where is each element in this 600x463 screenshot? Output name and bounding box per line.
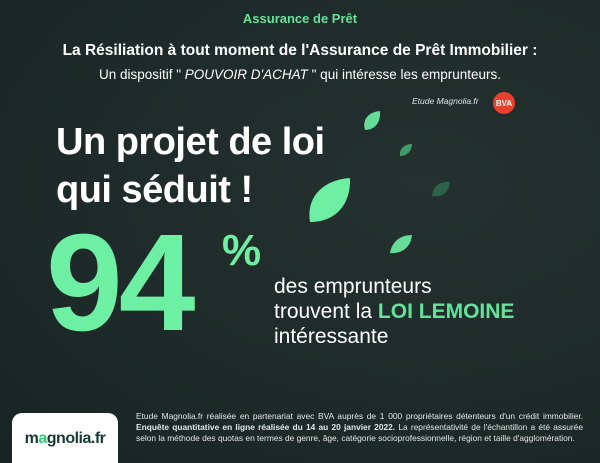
stat-unit: % — [222, 226, 262, 275]
stat-line-1: des emprunteurs — [274, 275, 432, 298]
stat-line-2: trouvent la LOI LEMOINE — [274, 299, 514, 324]
magnolia-logo[interactable]: magnolia.fr — [25, 430, 106, 448]
headline: La Résiliation à tout moment de l'Assura… — [62, 42, 538, 59]
leaf-icon — [399, 144, 412, 156]
stat-description: des emprunteurs trouvent la LOI LEMOINE … — [274, 274, 514, 349]
claim-line-2: qui séduit ! — [56, 169, 253, 211]
methodology-footnote: Etude Magnolia.fr réalisée en partenaria… — [136, 411, 583, 445]
leaf-icon — [364, 111, 381, 130]
footnote-part-1: Etude Magnolia.fr réalisée en partenaria… — [136, 411, 583, 421]
magnolia-logo-box[interactable]: magnolia.fr — [12, 413, 118, 463]
claim: Un projet de loi qui séduit ! — [56, 118, 325, 214]
subline-emphasis: POUVOIR D'ACHAT — [181, 67, 312, 82]
logo-part-1: m — [24, 430, 39, 447]
logo-part-4: .fr — [90, 430, 106, 447]
topic-title: Assurance de Prêt — [242, 11, 358, 26]
subline-post: " qui intéresse les emprunteurs. — [311, 67, 502, 82]
footnote-part-2: La représentativité de l'échantillon a é… — [136, 422, 583, 444]
bva-logo: BVA — [493, 92, 515, 114]
study-label: Etude Magnolia.fr — [412, 96, 479, 106]
stat-line-3: intéressante — [274, 325, 389, 348]
subline: Un dispositif " POUVOIR D'ACHAT " qui in… — [0, 67, 600, 82]
leaf-icon — [309, 178, 351, 222]
leaf-icon — [390, 235, 412, 254]
stat-highlight: LOI LEMOINE — [377, 300, 515, 323]
subline-pre: Un dispositif " — [98, 67, 182, 82]
logo-part-2: a — [38, 430, 47, 447]
stat-line-2-pre: trouvent la — [274, 300, 378, 323]
footnote-bold: Enquête quantitative en ligne réalisée d… — [136, 422, 396, 433]
stat-value: 94 — [46, 206, 195, 360]
logo-part-3: gnolia — [46, 430, 92, 447]
leaf-icon — [432, 181, 450, 197]
claim-line-1: Un projet de loi — [56, 121, 325, 163]
